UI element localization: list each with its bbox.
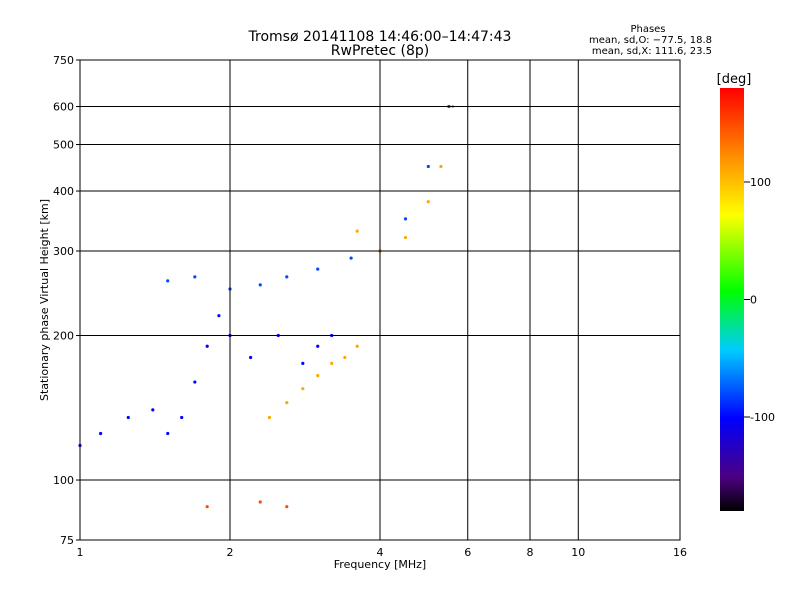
data-point xyxy=(301,361,305,365)
y-tick-label: 300 xyxy=(53,245,74,258)
data-point xyxy=(249,355,253,360)
y-axis-label: Stationary phase Virtual Height [km] xyxy=(38,199,51,401)
data-point xyxy=(151,408,155,412)
colorbar-tick-label: -100 xyxy=(750,411,775,424)
chart-subtitle: RwPretec (8p) xyxy=(331,43,429,59)
colorbar xyxy=(720,88,744,511)
data-point xyxy=(316,344,320,348)
colorbar-label: [deg] xyxy=(717,72,752,87)
data-point xyxy=(355,344,359,348)
data-point xyxy=(403,235,408,240)
y-tick-label: 750 xyxy=(53,54,74,67)
data-point xyxy=(267,415,272,420)
x-tick-label: 16 xyxy=(673,546,687,559)
y-tick-label: 100 xyxy=(53,474,74,487)
x-tick-label: 4 xyxy=(377,546,384,559)
data-point xyxy=(180,415,184,420)
data-point xyxy=(285,505,289,509)
y-tick-label: 600 xyxy=(53,101,74,114)
data-point xyxy=(301,387,305,391)
x-axis: 1 2 4 6 8 10 16 xyxy=(77,546,688,559)
data-point xyxy=(403,217,408,221)
data-point xyxy=(426,164,430,169)
data-point xyxy=(193,275,197,279)
y-tick-label: 400 xyxy=(53,185,74,198)
data-point xyxy=(258,500,262,504)
chart-title: Tromsø 20141108 14:46:00–14:47:43 xyxy=(248,29,512,45)
data-point xyxy=(126,415,130,420)
data-point xyxy=(355,229,359,233)
plot-frame xyxy=(79,59,681,541)
phases-line-x: mean, sd,X: 111.6, 23.5 xyxy=(592,46,712,57)
data-point xyxy=(285,400,289,405)
data-point xyxy=(343,355,347,360)
data-point xyxy=(258,283,262,287)
x-tick-label: 10 xyxy=(571,546,585,559)
data-point xyxy=(316,267,320,271)
x-axis-label: Frequency [MHz] xyxy=(334,558,426,571)
data-point xyxy=(205,344,209,348)
x-tick-label: 1 xyxy=(77,546,84,559)
data-point xyxy=(439,164,443,169)
scatter-points xyxy=(78,104,455,509)
data-point xyxy=(205,505,209,509)
colorbar-tick-label: 0 xyxy=(750,294,757,307)
y-tick-label: 500 xyxy=(53,139,74,152)
data-point xyxy=(316,374,320,378)
data-point xyxy=(330,361,334,365)
y-axis: 75 100 200 300 400 500 600 750 xyxy=(53,54,80,547)
phases-line-o: mean, sd,O: −77.5, 18.8 xyxy=(589,35,712,46)
data-point xyxy=(349,256,353,260)
data-point xyxy=(285,275,289,279)
grid-lines xyxy=(80,60,680,540)
y-tick-label: 200 xyxy=(53,330,74,343)
y-tick-label: 75 xyxy=(60,534,74,547)
data-point xyxy=(217,314,221,318)
colorbar-tick-label: 100 xyxy=(750,176,771,189)
data-point xyxy=(99,431,103,436)
colorbar-ticks: 100 0 -100 xyxy=(744,176,775,424)
x-tick-label: 8 xyxy=(527,546,534,559)
data-point xyxy=(193,380,197,384)
x-tick-label: 6 xyxy=(464,546,471,559)
phases-title: Phases xyxy=(630,24,665,35)
data-point xyxy=(166,279,170,283)
data-point xyxy=(166,431,170,436)
x-tick-label: 2 xyxy=(227,546,234,559)
data-point xyxy=(426,200,430,204)
